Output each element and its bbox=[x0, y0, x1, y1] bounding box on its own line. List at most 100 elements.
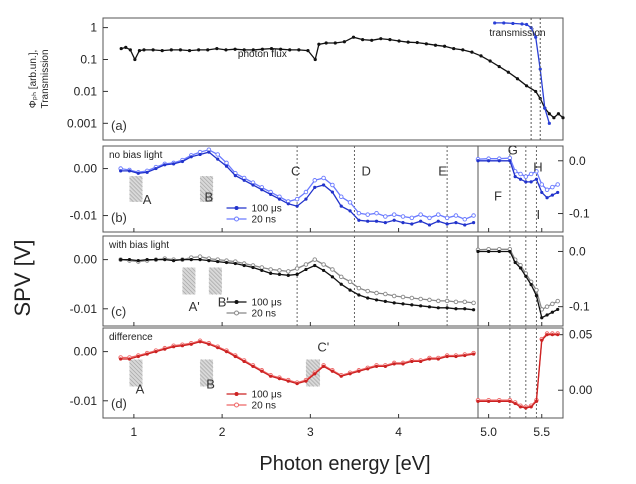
panel-b-20ns-right-point bbox=[518, 171, 523, 177]
panel-b-20ns-point bbox=[374, 210, 379, 216]
hatch-Aprime-stroke bbox=[182, 270, 196, 284]
panel-b-20ns-point bbox=[453, 213, 459, 218]
panel-d-100us-point bbox=[374, 364, 379, 368]
photon-flux-point bbox=[306, 49, 310, 53]
panel-b-20ns-line bbox=[120, 149, 474, 221]
photon-flux-point bbox=[552, 116, 556, 120]
transmission-point bbox=[520, 22, 524, 26]
annotation-letter: F bbox=[494, 188, 502, 203]
shared-axes: SPV [V] Photon energy [eV] 1 2 3 4 5.0 5.5 bbox=[10, 239, 550, 475]
photon-flux-point bbox=[561, 116, 565, 120]
panel-b-20ns-point bbox=[409, 215, 415, 221]
panel-c-20ns-point bbox=[347, 279, 353, 284]
photon-flux-label: photon flux bbox=[238, 49, 287, 60]
hatch-Aprime-stroke bbox=[187, 267, 196, 276]
hatch-Cprime-stroke bbox=[314, 359, 321, 365]
panel-b-100us-point bbox=[330, 190, 335, 194]
panel-d-100us-right-point bbox=[529, 405, 533, 409]
panel-c-100us-right-point bbox=[550, 310, 554, 314]
panel-d-100us-point bbox=[436, 357, 440, 361]
panel-b-100us-right-point bbox=[540, 190, 544, 195]
panel-c-20ns-point bbox=[330, 267, 335, 272]
panel-a-frame bbox=[102, 17, 564, 141]
panel-d-100us-point bbox=[339, 374, 343, 378]
hatch-A-stroke bbox=[129, 185, 143, 200]
panel-d-100us-right-point bbox=[508, 399, 512, 403]
panel-d-100us-point bbox=[251, 364, 255, 368]
panel-b-100us-point bbox=[295, 204, 299, 208]
panel-c-20ns-point bbox=[444, 298, 450, 304]
annotation-letter: I bbox=[536, 207, 540, 222]
panel-c-20ns-point bbox=[303, 262, 309, 267]
photon-flux-point bbox=[233, 47, 237, 51]
photon-flux-point bbox=[333, 41, 337, 45]
annotation-letter: H bbox=[533, 159, 542, 174]
panel-a-ytick-label: 1 bbox=[90, 21, 97, 35]
hatch-B-stroke bbox=[199, 177, 214, 192]
hatch-A-stroke bbox=[129, 189, 142, 203]
panel-b-100us-point bbox=[427, 223, 432, 227]
panel-c-100us-point bbox=[392, 301, 396, 305]
panel-d-100us-point bbox=[286, 379, 290, 383]
panel-c-100us-point bbox=[145, 258, 149, 262]
panel-c-20ns-right-line bbox=[477, 248, 558, 311]
panel-c-100us-point bbox=[321, 268, 326, 273]
panel-c-20ns-right-point bbox=[555, 298, 560, 304]
panel-a-ylabel-line1: Φₚₕ [arb.un.], bbox=[28, 50, 39, 109]
photon-flux-point bbox=[169, 48, 173, 52]
panel-b-100us-point bbox=[189, 155, 193, 159]
panel-b-100us-right-point bbox=[556, 190, 560, 195]
hatch-Aprime-stroke bbox=[191, 267, 196, 272]
panel-b-100us-right-point bbox=[476, 159, 480, 163]
panel-a-ytick-label: 0.001 bbox=[67, 116, 97, 130]
panel-c-100us-right-point bbox=[497, 249, 501, 254]
panel-b-20ns-right-point bbox=[539, 182, 545, 187]
legend-swatch-marker bbox=[234, 216, 240, 222]
photon-flux-point bbox=[187, 49, 192, 53]
panel-b-100us-point bbox=[463, 223, 467, 227]
panel-c-20ns-point bbox=[409, 295, 415, 301]
panel-c-20ns-point bbox=[286, 269, 291, 274]
photon-flux-point bbox=[317, 42, 321, 46]
photon-flux-point bbox=[279, 47, 283, 51]
panel-c-100us-right-point bbox=[529, 282, 533, 287]
photon-flux-point bbox=[424, 42, 428, 46]
panel-d-100us-point bbox=[330, 369, 335, 373]
panel-b-100us-point bbox=[286, 202, 290, 206]
panel-b-ytick-label-right: 0.0 bbox=[569, 154, 586, 168]
photon-flux-point bbox=[515, 77, 520, 81]
hatch-A-stroke bbox=[139, 175, 143, 180]
panel-d-100us-point bbox=[427, 357, 432, 361]
panel-c-20ns-point bbox=[197, 254, 203, 259]
hatch-B bbox=[199, 359, 214, 387]
panel-b-100us-right-point bbox=[513, 175, 517, 179]
panel-c-20ns-point bbox=[471, 300, 476, 306]
hatch-A-stroke bbox=[134, 359, 143, 368]
panel-d-100us-point bbox=[410, 359, 414, 364]
photon-flux-point bbox=[497, 64, 501, 69]
legend-entry: 100 μs bbox=[252, 298, 282, 309]
panel-d-annotation: difference bbox=[109, 332, 153, 343]
panel-d-ytick-label-right: 0.00 bbox=[569, 383, 593, 397]
panel-c-100us-right-point bbox=[524, 274, 528, 278]
photon-flux-point bbox=[160, 49, 164, 53]
hatch-Aprime-stroke bbox=[182, 282, 195, 295]
panel-b-100us-right-point bbox=[508, 159, 512, 163]
legend-entry: 20 ns bbox=[252, 401, 276, 412]
panel-b-100us-point bbox=[357, 218, 361, 222]
panel-d-100us-point bbox=[180, 344, 185, 348]
panel-b-100us-point bbox=[348, 209, 352, 213]
panel-b-100us-point bbox=[401, 221, 405, 225]
panel-b-20ns-right-point bbox=[534, 169, 539, 174]
panel-b-ytick-label-right: -0.1 bbox=[569, 207, 590, 221]
photon-flux-point bbox=[242, 48, 246, 52]
panel-b-100us-point bbox=[454, 221, 458, 225]
panel-c-100us-right-point bbox=[556, 307, 560, 312]
hatch-B-stroke bbox=[201, 175, 214, 188]
photon-flux-point bbox=[461, 48, 465, 52]
panel-b-20ns-point bbox=[365, 212, 370, 217]
panel-c-100us-point bbox=[154, 258, 158, 262]
panel-c-20ns-point bbox=[453, 299, 459, 305]
panel-d-label: (d) bbox=[111, 396, 127, 411]
